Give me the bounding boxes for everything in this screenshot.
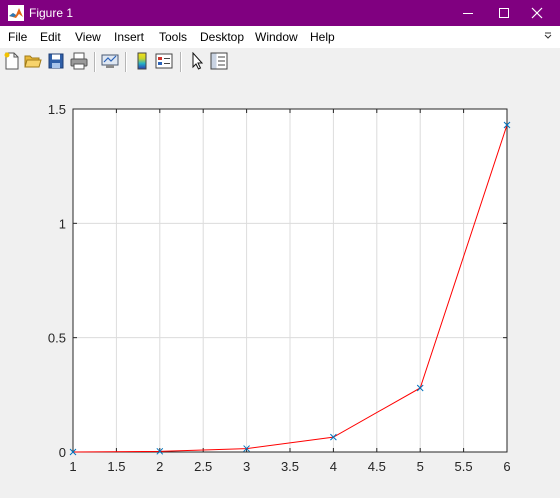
toolbar — [0, 48, 560, 75]
menu-file[interactable]: File — [8, 30, 28, 44]
data-point[interactable] — [416, 384, 424, 392]
line-chart[interactable]: 1 1.5 2 2.5 3 3.5 4 4.5 5 5.5 6 0 0.5 1 1.5 — [0, 75, 560, 498]
minimize-button[interactable] — [445, 0, 491, 26]
x-tick-label: 4 — [330, 459, 337, 474]
title-bar: Figure 1 — [0, 0, 560, 26]
minimize-icon — [463, 13, 473, 14]
y-tick-label: 0 — [59, 445, 66, 460]
x-tick-label: 1.5 — [107, 459, 125, 474]
menu-help[interactable]: Help — [310, 30, 335, 44]
x-tick-label: 2 — [156, 459, 163, 474]
close-button[interactable] — [514, 0, 560, 26]
menu-tools[interactable]: Tools — [159, 30, 188, 44]
save-icon[interactable] — [47, 52, 65, 70]
toolbar-separator — [94, 52, 96, 72]
x-tick-label: 1 — [69, 459, 76, 474]
menu-insert[interactable]: Insert — [114, 30, 145, 44]
insert-legend-icon[interactable] — [155, 52, 173, 70]
link-plot-icon[interactable] — [101, 52, 119, 70]
menu-view[interactable]: View — [75, 30, 101, 44]
maximize-icon — [499, 8, 509, 18]
series-line — [72, 124, 508, 453]
x-tick-label: 3.5 — [281, 459, 299, 474]
edit-plot-pointer-icon[interactable] — [188, 52, 206, 70]
maximize-button[interactable] — [481, 0, 527, 26]
data-point[interactable] — [243, 445, 250, 452]
x-tick-label: 2.5 — [194, 459, 212, 474]
menu-edit[interactable]: Edit — [40, 30, 61, 44]
toolbar-separator — [180, 52, 182, 72]
x-tick-label: 5.5 — [455, 459, 473, 474]
y-tick-label: 1.5 — [48, 102, 66, 117]
menu-bar: File Edit View Insert Tools Desktop Wind… — [0, 26, 560, 48]
window-title: Figure 1 — [29, 6, 74, 20]
print-icon[interactable] — [70, 52, 88, 70]
y-tick-label: 0.5 — [48, 331, 66, 346]
data-point[interactable] — [503, 121, 511, 129]
insert-colorbar-icon[interactable] — [133, 52, 151, 70]
menu-desktop[interactable]: Desktop — [200, 30, 245, 44]
x-tick-label: 4.5 — [368, 459, 386, 474]
data-point[interactable] — [156, 447, 164, 455]
chevron-down-icon[interactable] — [543, 29, 553, 41]
matlab-logo-icon — [8, 5, 24, 21]
figure-canvas: 1 1.5 2 2.5 3 3.5 4 4.5 5 5.5 6 0 0.5 1 1.5 — [0, 75, 560, 498]
new-figure-icon[interactable] — [3, 52, 21, 70]
x-tick-label: 3 — [243, 459, 250, 474]
data-point[interactable] — [69, 448, 77, 456]
close-icon — [531, 7, 543, 19]
toolbar-separator — [125, 52, 127, 72]
x-tick-label: 6 — [503, 459, 510, 474]
open-file-icon[interactable] — [24, 52, 42, 70]
y-tick-label: 1 — [59, 216, 66, 231]
x-tick-label: 5 — [417, 459, 424, 474]
property-inspector-icon[interactable] — [210, 52, 228, 70]
menu-window[interactable]: Window — [255, 30, 298, 44]
data-point[interactable] — [330, 433, 337, 441]
